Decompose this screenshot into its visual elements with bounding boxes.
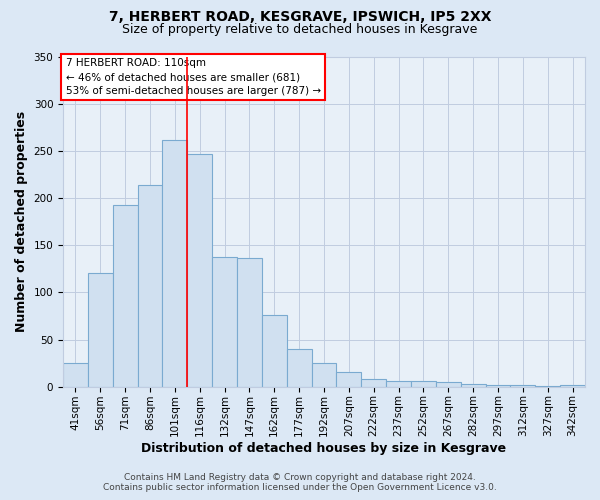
Bar xyxy=(113,204,137,386)
Bar xyxy=(461,384,485,386)
Text: Contains HM Land Registry data © Crown copyright and database right 2024.
Contai: Contains HM Land Registry data © Crown c… xyxy=(103,473,497,492)
Text: Size of property relative to detached houses in Kesgrave: Size of property relative to detached ho… xyxy=(122,22,478,36)
Bar xyxy=(511,385,535,386)
Bar xyxy=(311,363,337,386)
Bar xyxy=(212,258,237,386)
Text: 7, HERBERT ROAD, KESGRAVE, IPSWICH, IP5 2XX: 7, HERBERT ROAD, KESGRAVE, IPSWICH, IP5 … xyxy=(109,10,491,24)
Bar xyxy=(361,379,386,386)
Bar xyxy=(237,258,262,386)
Bar xyxy=(411,381,436,386)
Bar xyxy=(436,382,461,386)
Bar xyxy=(560,385,585,386)
Bar xyxy=(386,381,411,386)
Bar xyxy=(187,154,212,386)
Bar xyxy=(262,315,287,386)
Bar xyxy=(137,185,163,386)
Y-axis label: Number of detached properties: Number of detached properties xyxy=(15,111,28,332)
X-axis label: Distribution of detached houses by size in Kesgrave: Distribution of detached houses by size … xyxy=(142,442,506,455)
Bar xyxy=(485,385,511,386)
Text: 7 HERBERT ROAD: 110sqm
← 46% of detached houses are smaller (681)
53% of semi-de: 7 HERBERT ROAD: 110sqm ← 46% of detached… xyxy=(65,58,321,96)
Bar xyxy=(337,372,361,386)
Bar xyxy=(88,274,113,386)
Bar xyxy=(63,363,88,386)
Bar xyxy=(287,349,311,387)
Bar xyxy=(163,140,187,386)
